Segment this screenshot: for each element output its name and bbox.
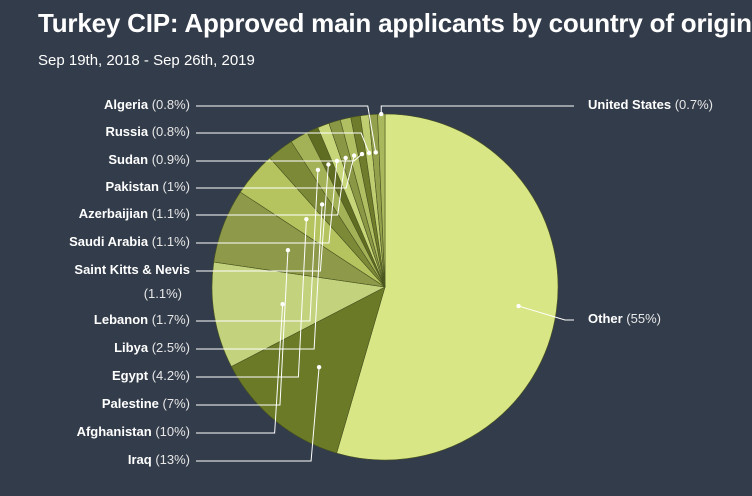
leader-line-sudan <box>196 153 363 162</box>
slice-label-afghanistan: Afghanistan (10%) <box>77 424 190 439</box>
slice-label-pakistan: Pakistan (1%) <box>105 179 190 194</box>
slice-label-sudan: Sudan (0.9%) <box>108 152 190 167</box>
leader-line-pakistan <box>196 155 355 189</box>
slice-label-other: Other (55%) <box>588 311 661 326</box>
leader-dot-azerbaijian <box>343 155 348 161</box>
slice-label-saudi-arabia: Saudi Arabia (1.1%) <box>69 234 190 249</box>
leader-line-palestine <box>196 250 289 406</box>
leader-line-azerbaijian <box>196 157 347 216</box>
slice-label-azerbaijian: Azerbaijian (1.1%) <box>79 206 190 221</box>
leader-lines <box>196 105 574 462</box>
leader-line-united-states <box>380 105 574 115</box>
leader-dot-lebanon <box>315 167 321 173</box>
chart-subtitle: Sep 19th, 2018 - Sep 26th, 2019 <box>38 52 255 69</box>
leader-line-lebanon <box>196 169 319 322</box>
pie-slice-afghanistan[interactable] <box>211 261 386 367</box>
slice-label-algeria: Algeria (0.8%) <box>104 97 190 112</box>
leader-dot-other <box>516 303 521 309</box>
leader-line-saint-kitts-nevis <box>196 164 329 272</box>
leader-dot-saint-kitts-nevis <box>326 162 331 167</box>
leader-dot-sudan <box>359 151 365 157</box>
slice-label-iraq: Iraq (13%) <box>128 452 190 467</box>
slice-label-palestine: Palestine (7%) <box>102 396 190 411</box>
leader-line-libya <box>196 204 323 350</box>
slice-label-united-states: United States (0.7%) <box>588 97 713 112</box>
leader-line-iraq <box>196 367 320 462</box>
slice-label-egypt: Egypt (4.2%) <box>112 368 190 383</box>
leader-dot-iraq <box>316 364 322 370</box>
pie-slices <box>211 113 559 461</box>
leader-dot-egypt <box>304 217 309 222</box>
chart-title: Turkey CIP: Approved main applicants by … <box>38 8 752 38</box>
leader-line-other <box>518 305 574 321</box>
leader-dot-algeria <box>373 150 378 155</box>
slice-label-russia: Russia (0.8%) <box>105 124 190 139</box>
slice-label-lebanon: Lebanon (1.7%) <box>94 312 190 327</box>
leader-dot-libya <box>319 202 325 207</box>
pie-slice-other[interactable] <box>336 113 559 461</box>
leader-dot-palestine <box>285 247 291 253</box>
leader-dot-united-states <box>379 111 384 117</box>
leader-line-algeria <box>196 105 377 153</box>
leader-line-russia <box>196 132 370 154</box>
leader-dot-afghanistan <box>280 302 285 307</box>
leader-line-egypt <box>196 219 307 378</box>
leader-line-afghanistan <box>196 304 284 434</box>
leader-dot-pakistan <box>351 153 357 158</box>
slice-label-saint-kitts-nevis: Saint Kitts & Nevis (1.1%) <box>74 262 190 301</box>
leader-dot-russia <box>366 150 372 156</box>
slice-label-libya: Libya (2.5%) <box>114 340 190 355</box>
slice-labels: Other (55%) Iraq (13%) Afghanistan (10%) Pa… <box>69 97 713 467</box>
